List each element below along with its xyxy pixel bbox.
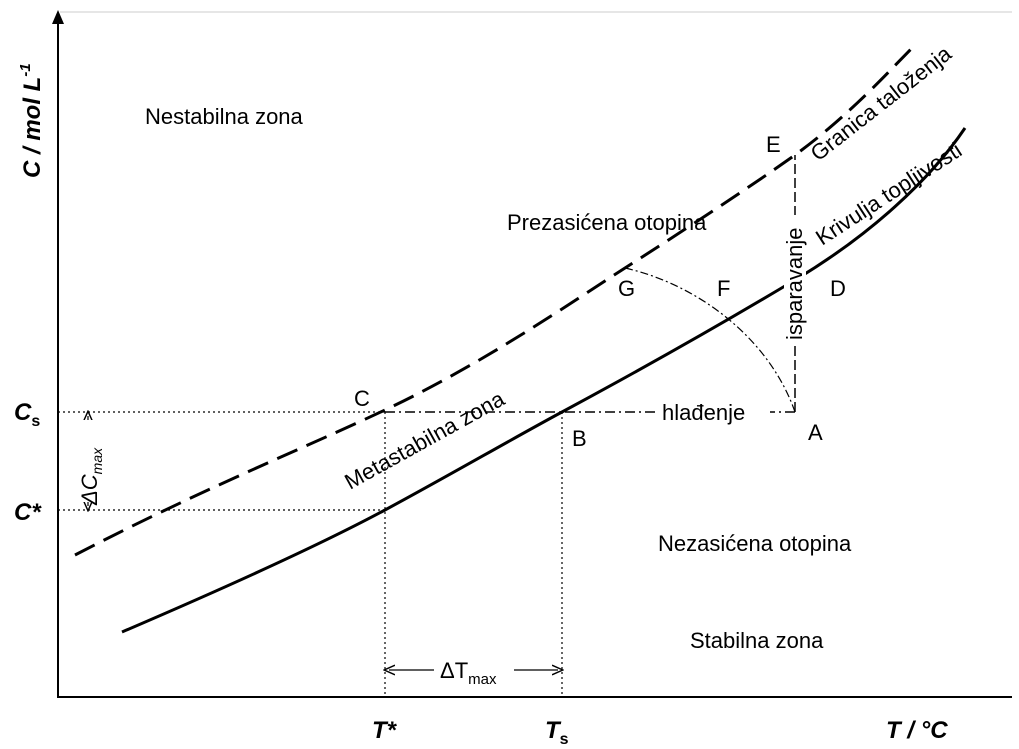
- label-bg: [658, 400, 770, 426]
- point-label: F: [717, 276, 730, 301]
- curve-label: Granica taloženja: [806, 40, 957, 166]
- y-axis-arrow: [52, 10, 64, 24]
- cs-sub: s: [31, 413, 40, 430]
- ts-main: T: [545, 717, 562, 744]
- y-axis-label: C / mol L-1: [17, 63, 46, 178]
- delta-t-sub: max: [468, 671, 497, 688]
- process-label: isparavanje: [782, 227, 807, 340]
- x-axis-label: T / °C: [886, 717, 948, 744]
- point-label: D: [830, 276, 846, 301]
- delta-c-sub: max: [89, 447, 105, 474]
- delta-c-main: ΔC: [77, 474, 102, 506]
- ts-label: Ts: [545, 717, 569, 748]
- precipitation-curve: [74, 43, 917, 557]
- y-axis-label-main: C / mol L: [19, 77, 46, 178]
- zone-label: Nezasićena otopina: [658, 531, 852, 556]
- cs-main: C: [14, 399, 32, 426]
- process-label: hlađenje: [662, 400, 745, 425]
- solubility-curve: [121, 127, 967, 634]
- point-label: B: [572, 426, 587, 451]
- label-bg: [434, 655, 514, 685]
- point-label: E: [766, 132, 781, 157]
- delta-t-label: ΔTmax: [440, 658, 497, 688]
- label-bg: [784, 215, 806, 345]
- cstar-label: C*: [14, 499, 42, 526]
- delta-c-label: ΔCmax: [77, 447, 105, 506]
- zone-label: Prezasićena otopina: [507, 210, 707, 235]
- label-bg: [74, 420, 102, 502]
- zone-label: Nestabilna zona: [145, 104, 304, 129]
- zone-label: Stabilna zona: [690, 628, 824, 653]
- delta-t-main: ΔT: [440, 658, 468, 683]
- ts-sub: s: [560, 731, 569, 748]
- point-label: G: [618, 276, 635, 301]
- combined-path: [624, 267, 796, 413]
- point-label: A: [808, 420, 823, 445]
- point-label: C: [354, 386, 370, 411]
- tstar-label: T*: [372, 717, 398, 744]
- cs-label: Cs: [14, 399, 40, 430]
- y-axis-label-sup: -1: [17, 63, 34, 76]
